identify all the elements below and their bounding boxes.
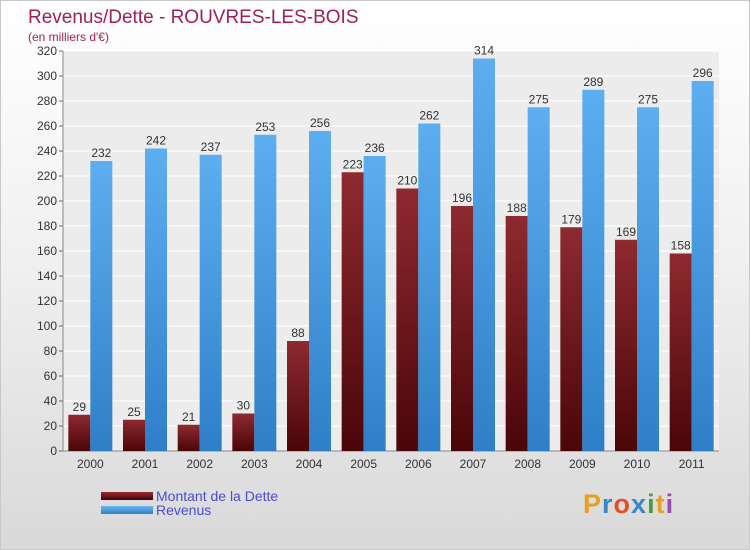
legend-label-revenus: Revenus xyxy=(156,502,212,518)
bar-revenus xyxy=(90,161,113,451)
bar-dette xyxy=(287,341,309,451)
bar-revenus xyxy=(309,131,331,451)
data-label-revenus: 289 xyxy=(583,75,603,89)
x-tick-label: 2008 xyxy=(514,457,541,471)
data-label-dette: 223 xyxy=(343,157,363,171)
logo-letter: r xyxy=(602,489,614,519)
bar-dette xyxy=(123,419,145,451)
data-label-dette: 196 xyxy=(452,191,472,205)
data-label-dette: 29 xyxy=(73,400,87,414)
x-tick-label: 2005 xyxy=(350,457,377,471)
data-label-revenus: 296 xyxy=(693,66,713,80)
data-label-dette: 179 xyxy=(561,212,581,226)
data-label-revenus: 237 xyxy=(201,140,221,154)
bar-dette xyxy=(232,413,255,451)
bar-revenus xyxy=(418,123,441,451)
data-label-dette: 21 xyxy=(182,410,196,424)
bar-revenus xyxy=(145,148,167,451)
bar-revenus xyxy=(363,156,386,451)
bar-revenus xyxy=(582,89,605,451)
bar-dette xyxy=(505,216,528,451)
y-tick-label: 100 xyxy=(37,319,57,333)
x-tick-label: 2004 xyxy=(296,457,323,471)
bar-revenus xyxy=(527,107,550,451)
data-label-dette: 210 xyxy=(397,174,417,188)
bar-dette xyxy=(396,188,419,451)
bar-dette xyxy=(68,414,91,451)
y-tick-label: 220 xyxy=(37,169,57,183)
logo-letter: P xyxy=(583,489,603,519)
data-label-dette: 188 xyxy=(507,201,527,215)
data-label-revenus: 275 xyxy=(638,92,658,106)
data-label-revenus: 232 xyxy=(91,146,111,160)
legend-label-dette: Montant de la Dette xyxy=(156,488,279,504)
bar-dette xyxy=(341,172,364,451)
y-tick-label: 140 xyxy=(37,269,57,283)
bar-dette xyxy=(669,253,692,451)
x-tick-label: 2010 xyxy=(624,457,651,471)
y-tick-label: 60 xyxy=(44,369,58,383)
y-tick-label: 240 xyxy=(37,144,57,158)
legend-swatch-revenus xyxy=(101,506,153,514)
data-label-dette: 158 xyxy=(671,239,691,253)
y-tick-label: 300 xyxy=(37,69,57,83)
y-tick-label: 280 xyxy=(37,94,57,108)
y-tick-label: 180 xyxy=(37,219,57,233)
bar-revenus xyxy=(691,81,714,451)
data-label-dette: 25 xyxy=(127,405,141,419)
data-label-dette: 30 xyxy=(237,399,251,413)
logo-letter: o xyxy=(613,489,632,519)
y-tick-label: 200 xyxy=(37,194,57,208)
x-tick-label: 2009 xyxy=(569,457,596,471)
y-tick-label: 80 xyxy=(44,344,58,358)
y-tick-label: 160 xyxy=(37,244,57,258)
logo-letter: i xyxy=(647,489,656,519)
x-tick-label: 2011 xyxy=(679,457,705,471)
chart-subtitle: (en milliers d'€) xyxy=(28,30,109,44)
bar-revenus xyxy=(473,58,495,451)
y-tick-label: 40 xyxy=(44,394,58,408)
x-tick-label: 2001 xyxy=(132,457,159,471)
bar-dette xyxy=(451,206,473,451)
data-label-revenus: 256 xyxy=(310,116,330,130)
x-tick-label: 2000 xyxy=(77,457,104,471)
proxiti-logo: Proxiti xyxy=(583,489,674,520)
y-tick-label: 20 xyxy=(44,419,58,433)
data-label-revenus: 262 xyxy=(419,109,439,123)
data-label-revenus: 242 xyxy=(146,134,166,148)
bar-revenus xyxy=(637,107,659,451)
logo-letter: t xyxy=(655,489,666,519)
bar-revenus xyxy=(199,154,222,451)
logo-letter: i xyxy=(665,489,675,519)
y-tick-label: 120 xyxy=(37,294,57,308)
chart-title: Revenus/Dette - ROUVRES-LES-BOIS xyxy=(28,7,359,28)
bar-dette xyxy=(560,227,583,451)
legend-swatch-dette xyxy=(101,492,153,500)
bar-dette xyxy=(177,424,200,451)
x-tick-label: 2002 xyxy=(186,457,213,471)
bar-revenus xyxy=(254,134,277,451)
x-tick-label: 2007 xyxy=(460,457,487,471)
data-label-revenus: 275 xyxy=(529,92,549,106)
bar-dette xyxy=(615,239,637,451)
y-tick-label: 0 xyxy=(50,444,57,458)
x-tick-label: 2006 xyxy=(405,457,432,471)
y-tick-label: 320 xyxy=(37,44,57,58)
data-label-revenus: 253 xyxy=(255,120,275,134)
x-tick-label: 2003 xyxy=(241,457,268,471)
data-label-dette: 88 xyxy=(291,326,305,340)
data-label-revenus: 314 xyxy=(474,44,494,58)
logo-letter: x xyxy=(631,489,648,519)
data-label-dette: 169 xyxy=(616,225,636,239)
y-tick-label: 260 xyxy=(37,119,57,133)
data-label-revenus: 236 xyxy=(365,141,385,155)
